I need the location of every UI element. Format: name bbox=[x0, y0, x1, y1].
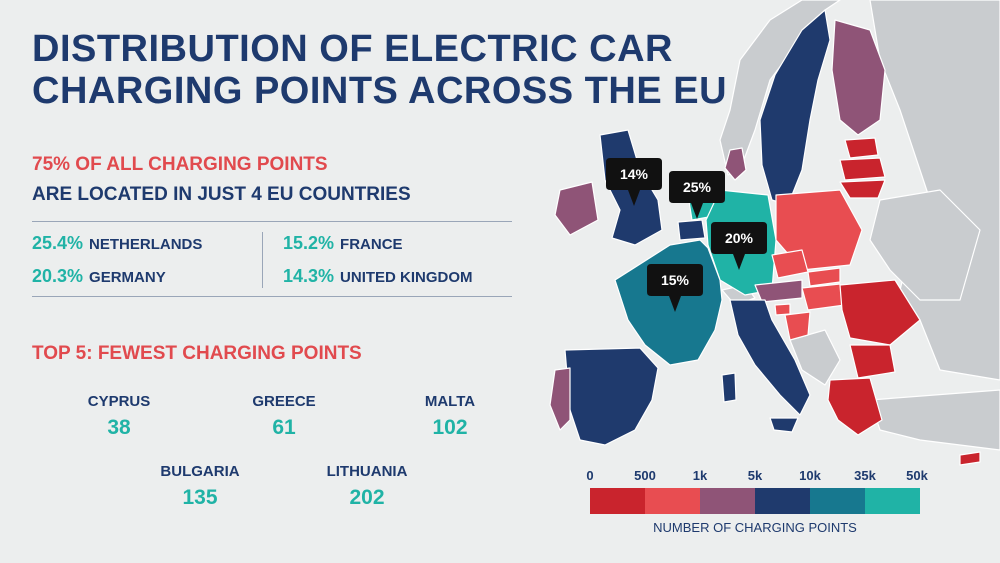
stat-united-kingdom: 14.3% UNITED KINGDOM bbox=[283, 266, 473, 287]
fewest-name: BULGARIA bbox=[160, 463, 240, 480]
legend-caption: NUMBER OF CHARGING POINTS bbox=[653, 520, 857, 535]
region-czechia bbox=[771, 249, 809, 279]
fewest-value: 61 bbox=[272, 416, 296, 439]
fewest-cyprus: CYPRUS 38 bbox=[54, 393, 184, 440]
fewest-malta: MALTA 102 bbox=[385, 393, 515, 440]
fewest-value: 135 bbox=[182, 486, 218, 509]
region-sicily bbox=[769, 417, 799, 433]
page-title: DISTRIBUTION OF ELECTRIC CAR CHARGING PO… bbox=[32, 28, 732, 112]
highlight-statement: 75% OF ALL CHARGING POINTS ARE LOCATED I… bbox=[32, 150, 411, 210]
bubble-france: 15% bbox=[647, 264, 703, 312]
fewest-name: MALTA bbox=[424, 393, 476, 410]
legend-tick: 500 bbox=[634, 468, 656, 483]
region-finland bbox=[831, 19, 886, 136]
legend-tick: 50k bbox=[906, 468, 928, 483]
divider-top bbox=[32, 221, 512, 222]
divider-bottom bbox=[32, 296, 512, 297]
legend-swatch-5 bbox=[865, 488, 920, 514]
region-belgium bbox=[677, 219, 706, 241]
region-cyprus bbox=[959, 451, 981, 466]
fewest-value: 202 bbox=[349, 486, 385, 509]
region-slovenia bbox=[774, 303, 791, 316]
region-portugal bbox=[549, 367, 571, 431]
stat-country: FRANCE bbox=[340, 236, 403, 253]
region-slovakia bbox=[807, 267, 841, 287]
stat-country: NETHERLANDS bbox=[89, 236, 203, 253]
region-greece bbox=[827, 377, 883, 436]
region-sweden bbox=[759, 9, 831, 206]
stat-germany: 20.3% GERMANY bbox=[32, 266, 166, 287]
fewest-value: 102 bbox=[432, 416, 468, 439]
legend-tick: 35k bbox=[854, 468, 876, 483]
legend-swatch-0 bbox=[590, 488, 645, 514]
europe-map: 14% 25% 20% 15% bbox=[549, 0, 1000, 466]
region-bulgaria bbox=[849, 344, 896, 379]
bubble-germany: 20% bbox=[711, 222, 767, 270]
stat-pct: 14.3% bbox=[283, 266, 335, 286]
fewest-lithuania: LITHUANIA 202 bbox=[302, 463, 432, 510]
fewest-greece: GREECE 61 bbox=[219, 393, 349, 440]
fewest-name: CYPRUS bbox=[87, 393, 151, 410]
stat-netherlands: 25.4% NETHERLANDS bbox=[32, 233, 202, 254]
bubble-label: 14% bbox=[620, 166, 649, 182]
bubble-label: 15% bbox=[661, 272, 690, 288]
legend-swatch-2 bbox=[700, 488, 755, 514]
divider-vertical bbox=[262, 232, 263, 288]
highlight-line-2: ARE LOCATED IN JUST 4 EU COUNTRIES bbox=[32, 184, 411, 205]
legend-tick: 0 bbox=[586, 468, 594, 483]
map-legend: 0 500 1k 5k 10k 35k 50k NUMBER OF CHARGI… bbox=[580, 468, 940, 538]
region-spain bbox=[564, 347, 659, 446]
bubble-netherlands: 25% bbox=[669, 171, 725, 219]
stat-country: UNITED KINGDOM bbox=[340, 269, 473, 286]
region-turkey bbox=[869, 389, 1000, 451]
stat-france: 15.2% FRANCE bbox=[283, 233, 403, 254]
region-denmark bbox=[724, 147, 747, 181]
region-france bbox=[614, 239, 723, 366]
legend-tick: 5k bbox=[747, 468, 763, 483]
bubble-label: 20% bbox=[725, 230, 754, 246]
title-line-2: CHARGING POINTS ACROSS THE EU bbox=[32, 70, 728, 112]
region-sardinia bbox=[721, 372, 737, 403]
bubble-uk: 14% bbox=[606, 158, 662, 206]
legend-tick: 1k bbox=[692, 468, 708, 483]
fewest-bulgaria: BULGARIA 135 bbox=[135, 463, 265, 510]
region-latvia bbox=[839, 157, 886, 181]
region-balkans bbox=[789, 329, 841, 386]
stat-pct: 25.4% bbox=[32, 233, 84, 253]
stat-pct: 20.3% bbox=[32, 266, 84, 286]
legend-swatch-1 bbox=[645, 488, 700, 514]
region-poland bbox=[775, 189, 863, 271]
region-ireland bbox=[554, 181, 599, 236]
legend-swatch-4 bbox=[810, 488, 865, 514]
fewest-name: LITHUANIA bbox=[326, 463, 408, 480]
region-hungary bbox=[801, 283, 846, 311]
stat-pct: 15.2% bbox=[283, 233, 335, 253]
title-line-1: DISTRIBUTION OF ELECTRIC CAR bbox=[32, 28, 673, 70]
fewest-value: 38 bbox=[107, 416, 131, 439]
region-croatia bbox=[784, 311, 811, 341]
highlight-line-1: 75% OF ALL CHARGING POINTS bbox=[32, 154, 328, 175]
stat-country: GERMANY bbox=[89, 269, 166, 286]
legend-color-bar bbox=[590, 488, 920, 514]
legend-swatch-3 bbox=[755, 488, 810, 514]
region-estonia bbox=[844, 137, 879, 159]
region-lithuania bbox=[839, 179, 886, 199]
legend-tick: 10k bbox=[799, 468, 821, 483]
region-belarus-ukraine bbox=[869, 189, 981, 301]
fewest-name: GREECE bbox=[252, 393, 316, 410]
region-austria bbox=[754, 279, 803, 303]
bubble-label: 25% bbox=[683, 179, 712, 195]
region-italy bbox=[729, 299, 811, 416]
fewest-title: TOP 5: FEWEST CHARGING POINTS bbox=[32, 343, 362, 364]
